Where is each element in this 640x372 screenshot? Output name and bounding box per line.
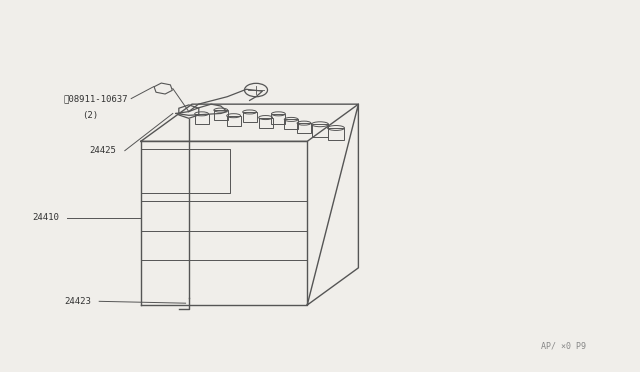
Text: 24410: 24410 bbox=[32, 213, 59, 222]
Text: 24425: 24425 bbox=[90, 146, 116, 155]
Text: AP/ ×0 P9: AP/ ×0 P9 bbox=[541, 341, 586, 350]
Text: ⓝ08911-10637: ⓝ08911-10637 bbox=[64, 94, 129, 103]
Text: 24423: 24423 bbox=[64, 297, 91, 306]
Text: (2): (2) bbox=[82, 111, 98, 120]
